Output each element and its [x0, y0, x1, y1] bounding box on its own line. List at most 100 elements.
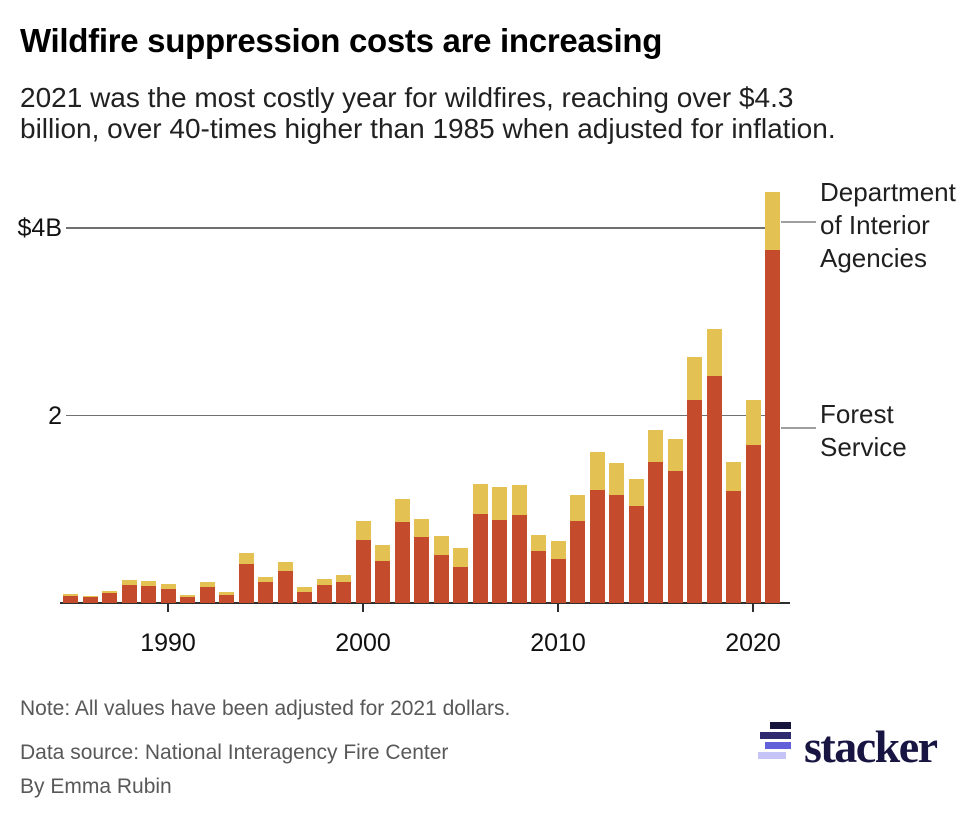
- bar-2019-forest-service-segment: [726, 491, 741, 603]
- bar-1997: [297, 587, 312, 603]
- stacker-logo: stacker: [756, 719, 970, 772]
- bar-2002-doi-segment: [394, 498, 410, 523]
- bar-2006-doi-segment: [472, 484, 488, 514]
- bar-1988-forest-service-segment: [121, 585, 137, 603]
- bar-2013: [609, 463, 624, 603]
- bar-1996: [277, 561, 293, 603]
- bar-2020: [745, 399, 761, 603]
- bar-2020-doi-segment: [745, 399, 761, 445]
- bar-2009-forest-service-segment: [531, 550, 546, 603]
- bar-2016-doi-segment: [667, 439, 683, 471]
- bar-1994: [238, 553, 254, 603]
- bar-2021-doi-segment: [765, 191, 780, 250]
- bar-2007: [492, 486, 507, 603]
- bar-2011-forest-service-segment: [570, 520, 585, 603]
- bar-1986-doi-segment: [82, 595, 98, 598]
- bar-1999-forest-service-segment: [336, 582, 351, 603]
- bar-2000-forest-service-segment: [355, 540, 371, 603]
- bar-1991-doi-segment: [180, 594, 195, 598]
- gridline-2B: [66, 414, 765, 417]
- bar-2020-forest-service-segment: [745, 444, 761, 603]
- bar-2014: [628, 479, 644, 603]
- y-axis-label-4B: $4B: [17, 214, 62, 243]
- bar-1989: [141, 581, 156, 603]
- x-axis-label-2000: 2000: [335, 629, 391, 657]
- series-label-forest-service: Forest Service: [820, 398, 907, 464]
- bar-2002-forest-service-segment: [394, 522, 410, 603]
- bar-1991-forest-service-segment: [180, 597, 195, 603]
- bar-2019: [726, 462, 741, 603]
- bar-1998: [316, 578, 332, 603]
- byline: By Emma Rubin: [20, 775, 172, 798]
- bar-2005-doi-segment: [453, 547, 468, 568]
- bar-2012-forest-service-segment: [589, 489, 605, 603]
- bar-1994-doi-segment: [238, 553, 254, 564]
- bar-2004-doi-segment: [433, 536, 449, 556]
- bar-2001-forest-service-segment: [375, 560, 390, 603]
- bar-1996-doi-segment: [277, 561, 293, 572]
- bar-2003-doi-segment: [414, 518, 429, 538]
- bar-1999: [336, 574, 351, 603]
- bar-2018-forest-service-segment: [706, 376, 722, 603]
- bar-1993: [219, 591, 234, 603]
- gridline-4B: [66, 227, 765, 229]
- bar-2001: [375, 544, 390, 603]
- fs-label-line-2: Service: [820, 432, 907, 462]
- bar-2007-doi-segment: [492, 486, 507, 520]
- doi-label-line-3: Agencies: [820, 243, 927, 273]
- bar-1994-forest-service-segment: [238, 563, 254, 603]
- bar-1989-doi-segment: [141, 581, 156, 587]
- bar-1988: [121, 579, 137, 603]
- chart-subtitle: 2021 was the most costly year for wildfi…: [20, 82, 960, 144]
- bar-2000-doi-segment: [355, 520, 371, 541]
- chart-note: Note: All values have been adjusted for …: [20, 697, 511, 720]
- bar-2016-forest-service-segment: [667, 470, 683, 603]
- bar-1990-doi-segment: [160, 584, 176, 589]
- bar-1985-doi-segment: [63, 593, 78, 597]
- bar-2000: [355, 520, 371, 603]
- forest-service-leader-line: [781, 427, 816, 429]
- bar-2001-doi-segment: [375, 544, 390, 561]
- fs-label-line-1: Forest: [820, 399, 894, 429]
- bar-2011-doi-segment: [570, 495, 585, 521]
- bar-2006: [472, 484, 488, 603]
- x-axis-label-1990: 1990: [140, 629, 196, 657]
- bar-1990: [160, 584, 176, 603]
- bar-2009-doi-segment: [531, 534, 546, 551]
- bar-2009: [531, 534, 546, 603]
- bar-1986: [82, 595, 98, 603]
- bar-2019-doi-segment: [726, 462, 741, 492]
- bar-2017-doi-segment: [687, 356, 702, 400]
- bar-2010: [550, 541, 566, 603]
- bar-1987-doi-segment: [102, 590, 117, 593]
- bar-1995-doi-segment: [258, 576, 273, 583]
- x-tick-2010: [557, 604, 559, 612]
- bar-2004-forest-service-segment: [433, 555, 449, 603]
- x-axis-line: [60, 602, 790, 604]
- stacker-wordmark: stacker: [804, 721, 938, 772]
- bar-2014-forest-service-segment: [628, 505, 644, 603]
- x-axis-label-2010: 2010: [530, 629, 586, 657]
- bar-2011: [570, 495, 585, 603]
- doi-label-line-2: of Interior: [820, 210, 930, 240]
- bar-1990-forest-service-segment: [160, 588, 176, 603]
- subtitle-line-1: 2021 was the most costly year for wildfi…: [20, 82, 794, 113]
- bar-1989-forest-service-segment: [141, 586, 156, 603]
- bar-2016: [667, 439, 683, 603]
- x-tick-2020: [752, 604, 754, 612]
- bar-2018: [706, 329, 722, 603]
- bar-2013-forest-service-segment: [609, 495, 624, 603]
- bar-2008-forest-service-segment: [511, 514, 527, 603]
- bar-1985-forest-service-segment: [63, 596, 78, 603]
- bar-2003: [414, 518, 429, 603]
- bar-1997-doi-segment: [297, 587, 312, 592]
- y-axis-label-2B: 2: [48, 401, 62, 430]
- stacker-logo-icon: [758, 722, 791, 759]
- bar-2005-forest-service-segment: [453, 567, 468, 603]
- bar-1995: [258, 576, 273, 603]
- bar-1998-doi-segment: [316, 578, 332, 586]
- bar-2010-forest-service-segment: [550, 558, 566, 603]
- bar-1993-forest-service-segment: [219, 594, 234, 603]
